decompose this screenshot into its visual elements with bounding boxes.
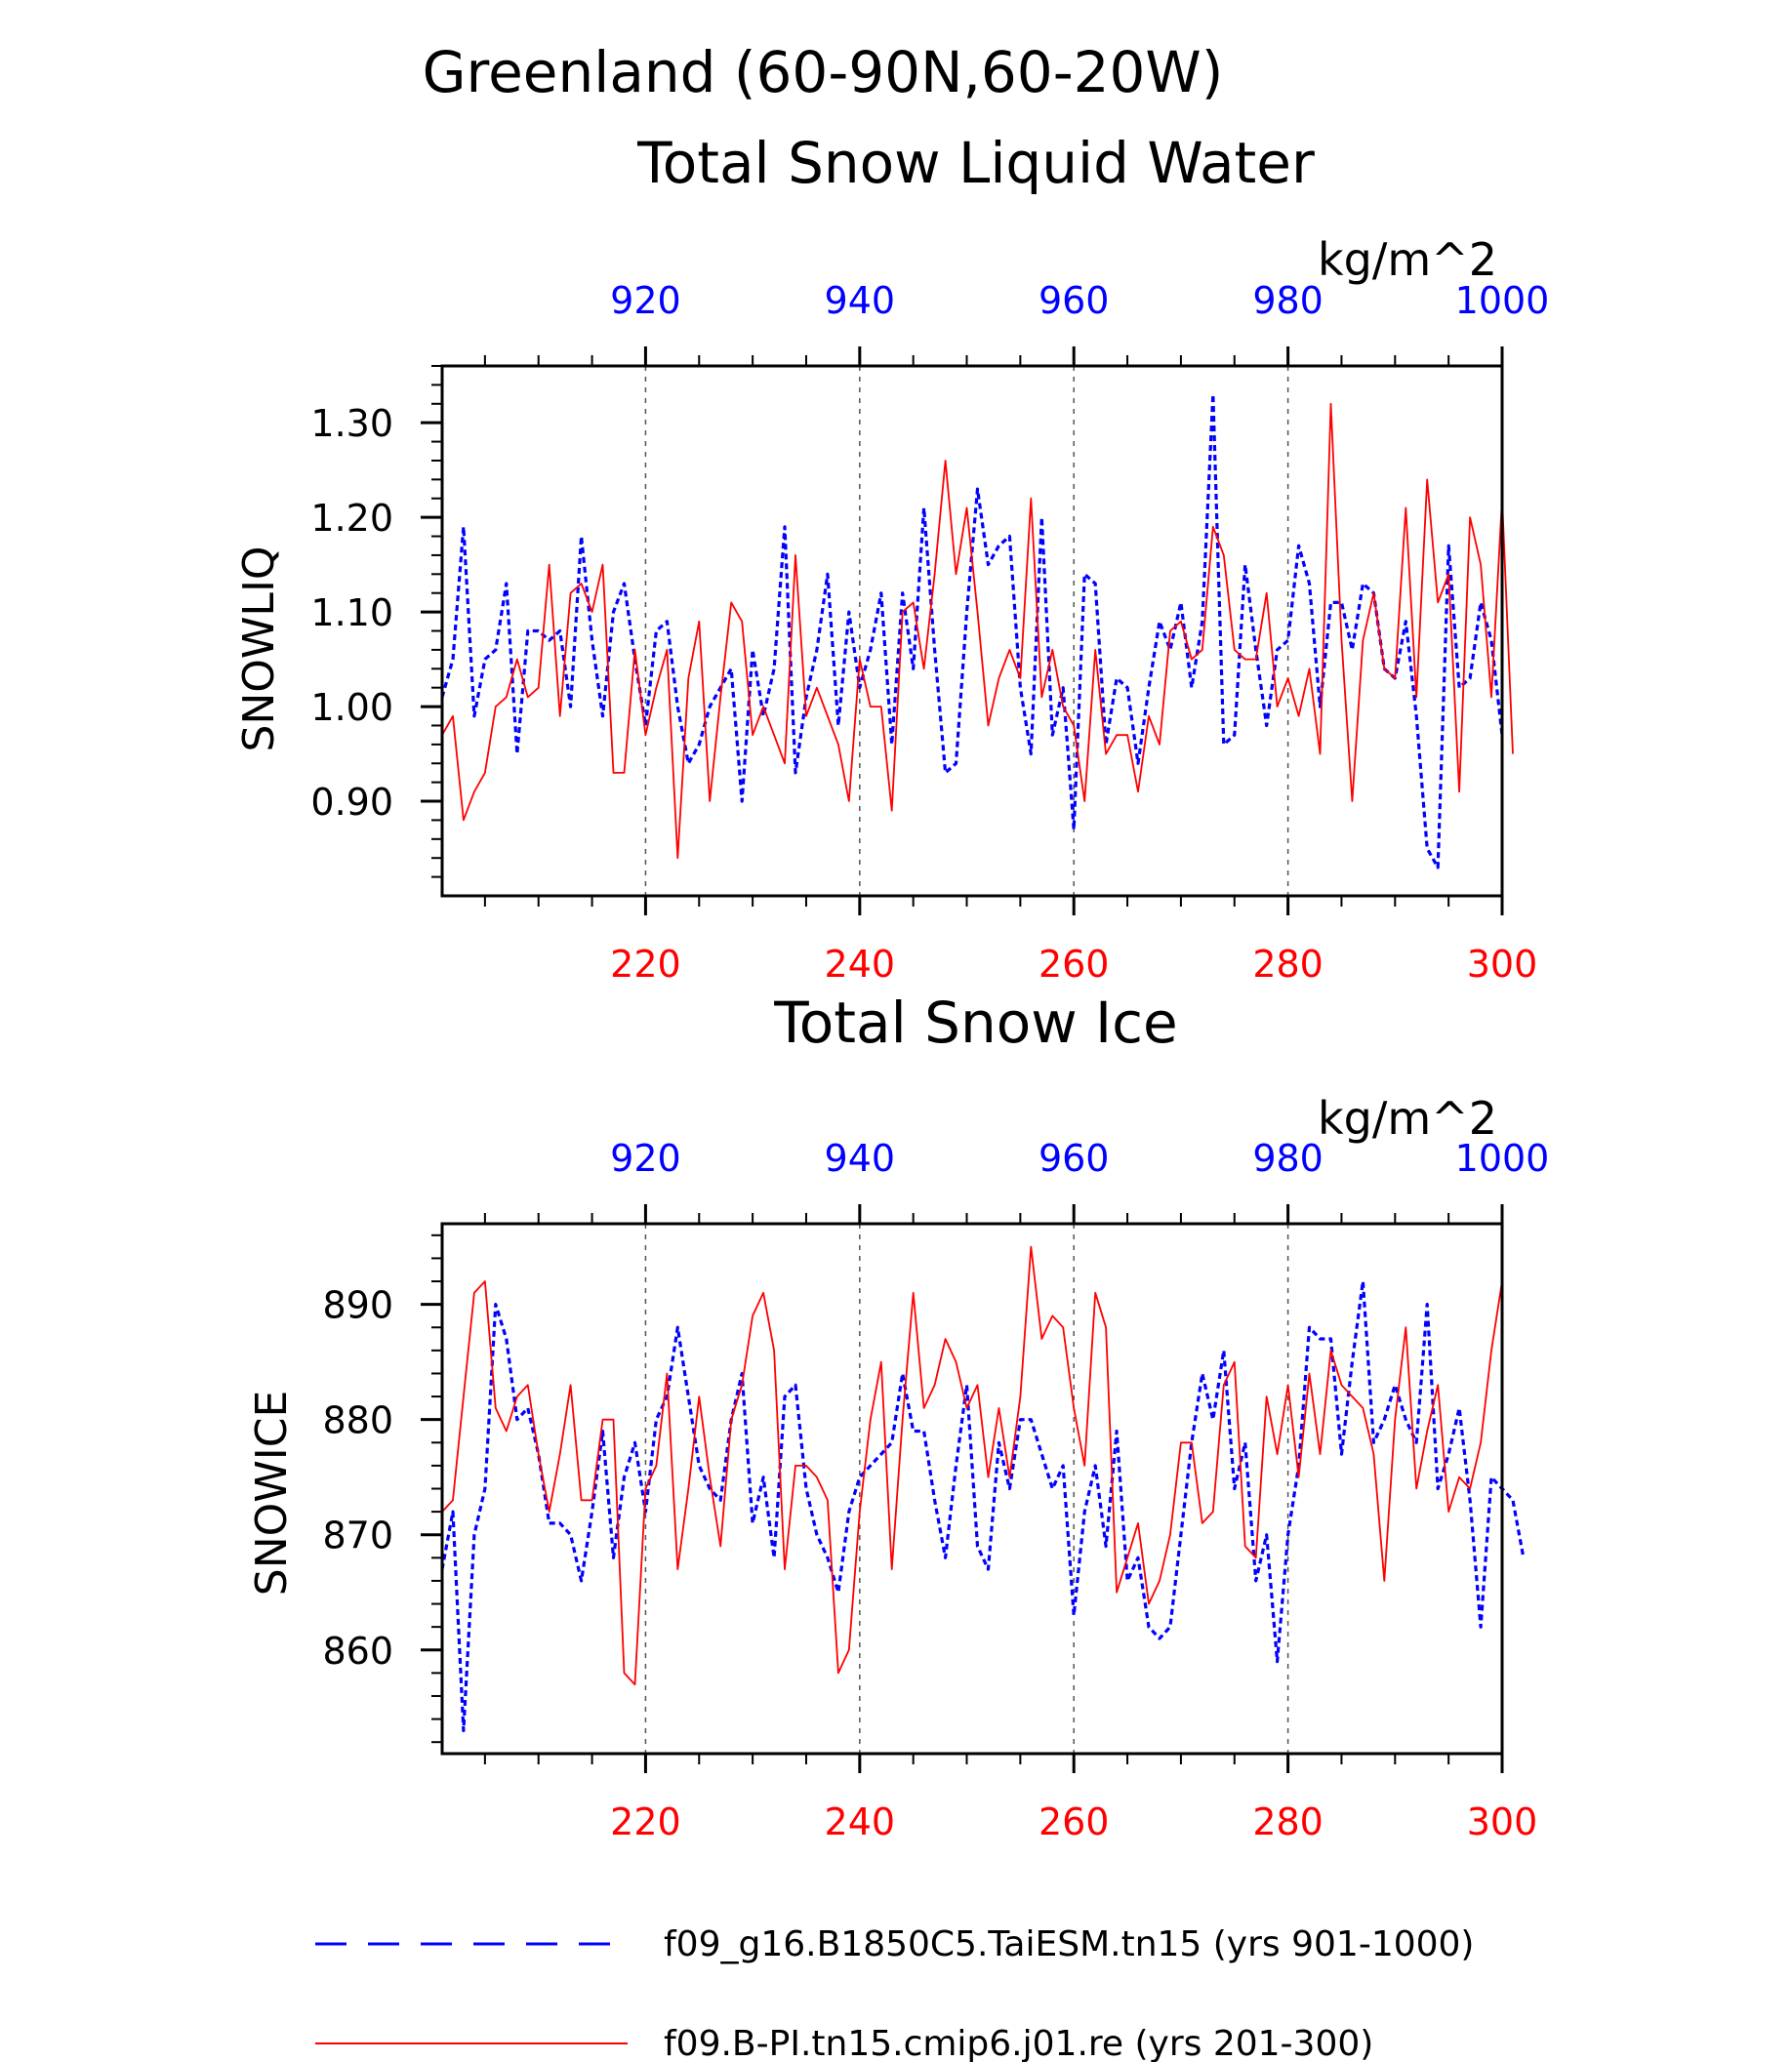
units-label: kg/m^2: [1318, 1092, 1497, 1145]
legend-label-series-b: f09.B-PI.tn15.cmip6.j01.re (yrs 201-300): [664, 2024, 1373, 2062]
y-tick-label: 860: [322, 1630, 393, 1673]
y-tick-label: 1.10: [310, 591, 393, 634]
x-tick-label-bottom: 300: [1467, 943, 1538, 986]
x-tick-label-bottom: 240: [825, 1800, 896, 1843]
x-tick-label-top: 980: [1252, 279, 1324, 322]
y-tick-label: 890: [322, 1284, 393, 1327]
x-tick-label-top: 940: [825, 279, 896, 322]
x-tick-label-bottom: 240: [825, 943, 896, 986]
series-line-a: [440, 1279, 1526, 1733]
y-tick-label: 1.20: [310, 497, 393, 540]
x-tick-label-top: 940: [825, 1137, 896, 1180]
plot-frame: [440, 364, 1504, 898]
x-tick-label-top: 1000: [1455, 1137, 1550, 1180]
series-line-b: [441, 402, 1514, 860]
panel-snowice: Total Snow Ice kg/m^2 SNOWICE 860 870 880 8…: [247, 990, 1549, 1843]
x-tick-label-top: 920: [610, 279, 681, 322]
y-tick-label: 1.30: [310, 402, 393, 445]
x-tick-label-top: 960: [1039, 1137, 1110, 1180]
y-axis-label: SNOWLIQ: [234, 546, 284, 751]
x-tick-label-bottom: 260: [1039, 943, 1110, 986]
series-line-b: [441, 1245, 1503, 1686]
y-axis-label: SNOWICE: [247, 1391, 297, 1596]
x-tick-label-top: 920: [610, 1137, 681, 1180]
y-tick-label: 1.00: [310, 686, 393, 729]
plot-frame: [440, 1222, 1504, 1756]
x-tick-label-top: 980: [1252, 1137, 1324, 1180]
x-tick-label-top: 1000: [1455, 279, 1550, 322]
x-tick-label-bottom: 220: [610, 1800, 681, 1843]
x-tick-label-bottom: 300: [1467, 1800, 1538, 1843]
panel-title: Total Snow Ice: [773, 990, 1178, 1056]
y-tick-label: 0.90: [310, 781, 393, 824]
y-tick-label: 880: [322, 1399, 393, 1442]
panel-snowliq: Total Snow Liquid Water kg/m^2 SNOWLIQ 0…: [234, 130, 1549, 986]
units-label: kg/m^2: [1318, 233, 1497, 286]
x-tick-label-bottom: 280: [1252, 1800, 1324, 1843]
legend-label-series-a: f09_g16.B1850C5.TaiESM.tn15 (yrs 901-100…: [664, 1924, 1474, 1964]
y-tick-label: 870: [322, 1515, 393, 1557]
x-tick-label-bottom: 260: [1039, 1800, 1110, 1843]
panel-title: Total Snow Liquid Water: [636, 130, 1315, 196]
series-line-a: [440, 392, 1504, 869]
x-tick-label-top: 960: [1039, 279, 1110, 322]
legend: f09_g16.B1850C5.TaiESM.tn15 (yrs 901-100…: [315, 1924, 1474, 2062]
figure-title-line1: Greenland (60-90N,60-20W): [423, 39, 1224, 105]
x-tick-label-bottom: 280: [1252, 943, 1324, 986]
x-tick-label-bottom: 220: [610, 943, 681, 986]
